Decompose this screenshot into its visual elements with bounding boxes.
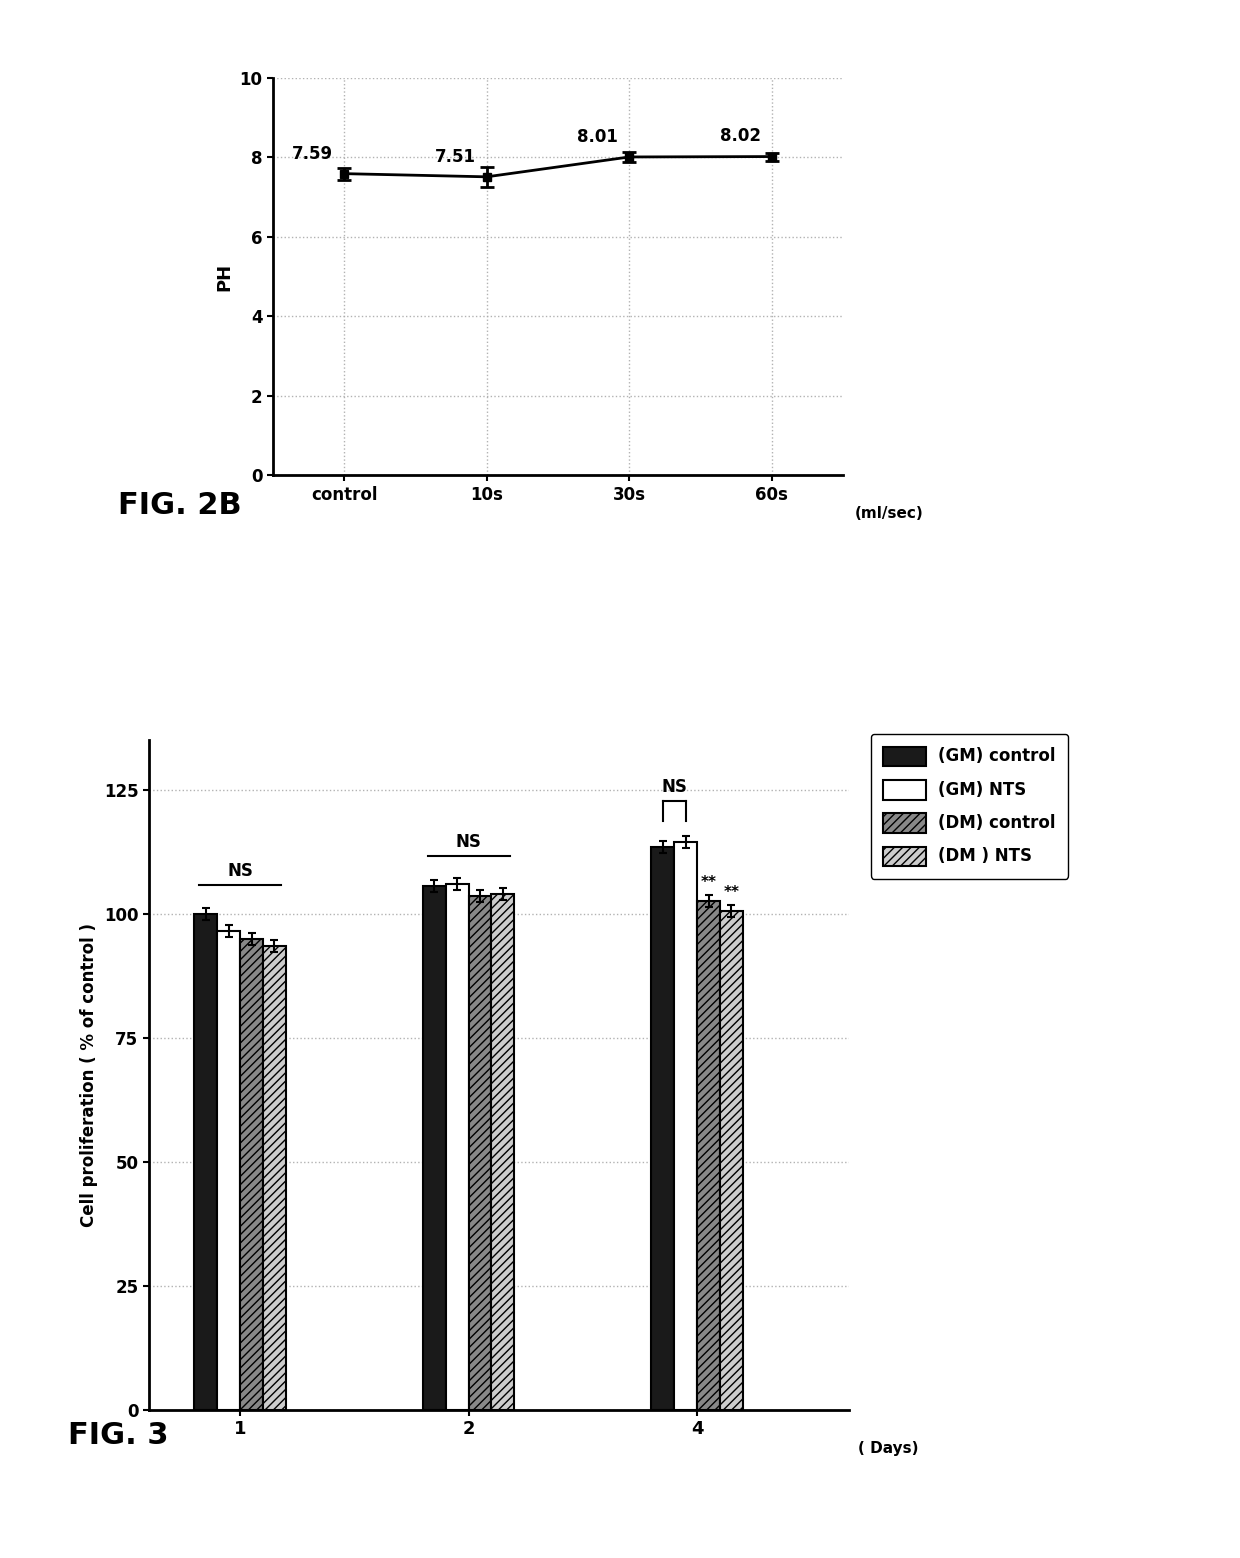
Y-axis label: PH: PH	[216, 262, 234, 291]
Text: 7.59: 7.59	[293, 145, 334, 162]
Text: 8.02: 8.02	[720, 128, 761, 145]
Text: 7.51: 7.51	[435, 148, 476, 165]
Bar	[697, 902, 720, 1410]
Bar	[241, 938, 263, 1410]
Bar	[651, 846, 675, 1410]
Bar	[195, 913, 217, 1410]
Text: (ml/sec): (ml/sec)	[854, 506, 923, 520]
Text: NS: NS	[456, 832, 481, 851]
Text: FIG. 3: FIG. 3	[68, 1421, 169, 1450]
Bar	[675, 841, 697, 1410]
Text: 8.01: 8.01	[578, 128, 619, 146]
Y-axis label: Cell proliferation ( % of control ): Cell proliferation ( % of control )	[81, 922, 98, 1228]
Text: FIG. 2B: FIG. 2B	[118, 491, 242, 520]
Text: **: **	[701, 876, 717, 891]
Bar	[423, 887, 446, 1410]
Text: **: **	[723, 885, 739, 901]
Bar	[263, 946, 286, 1410]
Text: NS: NS	[227, 863, 253, 880]
Bar	[469, 896, 491, 1410]
Bar	[491, 894, 515, 1410]
Bar	[217, 932, 241, 1410]
Bar	[720, 911, 743, 1410]
Text: NS: NS	[661, 777, 687, 796]
Bar	[446, 883, 469, 1410]
Text: ( Days): ( Days)	[858, 1441, 919, 1455]
Legend: (GM) control, (GM) NTS, (DM) control, (DM ) NTS: (GM) control, (GM) NTS, (DM) control, (D…	[870, 734, 1068, 879]
